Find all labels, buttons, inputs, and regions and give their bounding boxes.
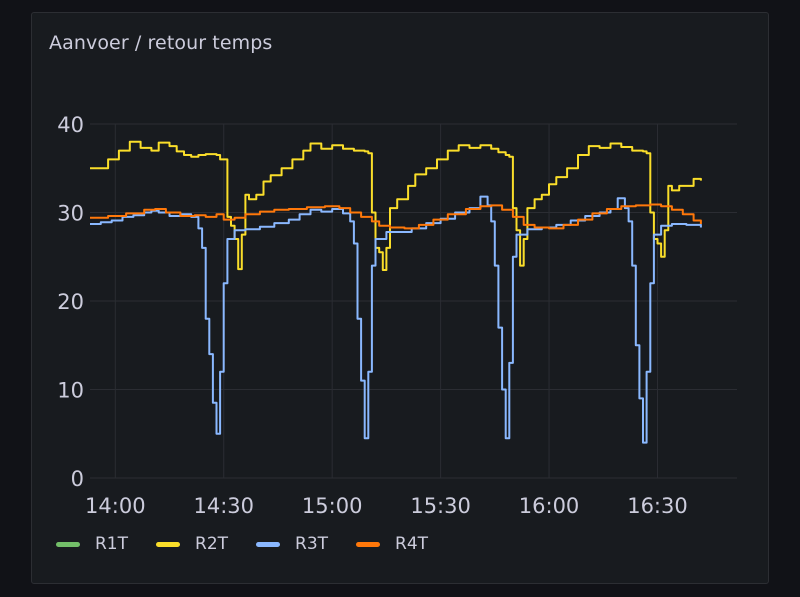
chart-area: 0 10 20 30 40 14:00 14:30 15:00 15:30 16:00 16:30	[57, 113, 737, 518]
legend-label-r3t: R3T	[295, 534, 329, 554]
chart-panel: Aanvoer / retour temps 0 10 20 30 40 14:00 14…	[31, 12, 769, 584]
series-lines[interactable]	[90, 140, 702, 444]
legend-swatch-r3t	[256, 541, 281, 547]
y-tick-label: 40	[57, 113, 84, 137]
legend-label-r1t: R1T	[95, 534, 129, 554]
legend: R1T R2T R3T R4T	[56, 534, 456, 554]
legend-item-r4t[interactable]: R4T	[356, 534, 428, 554]
legend-item-r3t[interactable]: R3T	[256, 534, 328, 554]
x-tick-label: 15:00	[302, 494, 363, 518]
x-tick-label: 14:00	[85, 494, 146, 518]
series-line-r3t[interactable]	[90, 195, 702, 444]
panel-title[interactable]: Aanvoer / retour temps	[49, 32, 273, 54]
legend-swatch-r1t	[56, 541, 80, 547]
y-tick-label: 30	[57, 202, 84, 226]
legend-label-r2t: R2T	[195, 534, 229, 554]
legend-label-r4t: R4T	[395, 534, 429, 554]
y-tick-label: 0	[71, 467, 84, 491]
y-tick-label: 10	[57, 379, 84, 403]
grid	[90, 123, 737, 479]
x-tick-label: 15:30	[410, 494, 471, 518]
series-line-r4t[interactable]	[90, 203, 702, 230]
x-tick-label: 16:30	[627, 494, 688, 518]
series-line-r2t[interactable]	[90, 140, 702, 271]
x-tick-label: 16:00	[519, 494, 580, 518]
legend-item-r2t[interactable]: R2T	[156, 534, 228, 554]
x-axis: 14:00 14:30 15:00 15:30 16:00 16:30	[85, 494, 688, 518]
legend-swatch-r2t	[156, 541, 181, 547]
legend-item-r1t[interactable]: R1T	[56, 534, 128, 554]
legend-swatch-r4t	[356, 541, 381, 547]
y-axis: 0 10 20 30 40	[57, 113, 84, 491]
x-tick-label: 14:30	[193, 494, 254, 518]
y-tick-label: 20	[57, 290, 84, 314]
